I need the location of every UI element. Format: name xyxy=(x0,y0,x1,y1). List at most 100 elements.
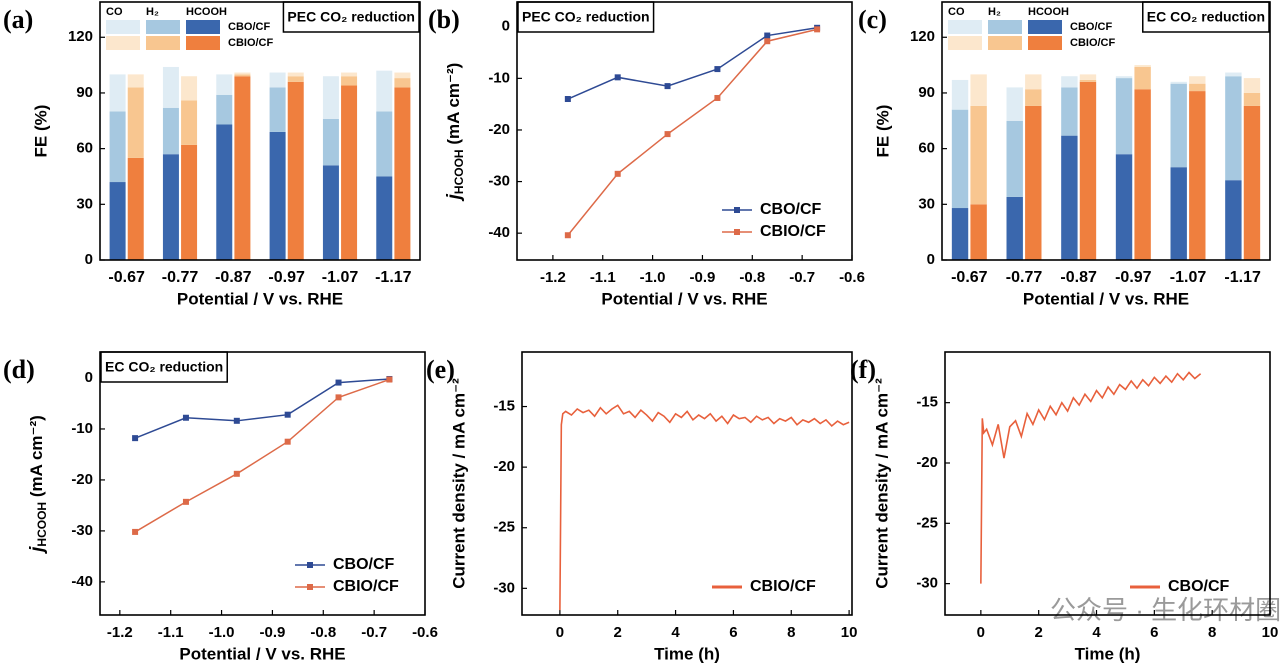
legend-label: H₂ xyxy=(988,6,1001,18)
y-label-subscript: HCOOH xyxy=(35,502,49,547)
bar-segment xyxy=(376,111,393,177)
y-label-unit: (mA cm⁻²) xyxy=(444,63,463,150)
x-tick-label: -1.1 xyxy=(158,624,184,641)
y-axis-label: FE (%) xyxy=(31,105,50,158)
y-tick-label: -30 xyxy=(493,579,515,596)
x-tick-label: 4 xyxy=(1092,624,1101,641)
y-tick-label: 0 xyxy=(927,251,935,268)
data-point xyxy=(182,414,189,421)
bar-segment xyxy=(951,109,969,209)
legend-swatch xyxy=(106,36,140,50)
x-tick-label: -0.67 xyxy=(951,269,988,286)
y-axis-label: jHCOOH (mA cm⁻²) xyxy=(444,63,466,203)
bar-segment xyxy=(1079,74,1097,80)
x-tick-label: -1.0 xyxy=(209,624,235,641)
data-point xyxy=(386,376,393,383)
bar-segment xyxy=(1061,87,1078,136)
data-point xyxy=(132,528,139,535)
bar-segment xyxy=(269,131,286,260)
legend-marker xyxy=(734,207,740,213)
y-tick-label: -30 xyxy=(488,173,510,190)
title-box xyxy=(100,351,228,383)
plot-frame xyxy=(521,351,853,616)
legend-swatch xyxy=(948,36,982,50)
legend-label: CBO/CF xyxy=(228,21,270,33)
legend-label: CBIO/CF xyxy=(750,578,816,595)
legend-label: CBO/CF xyxy=(1168,578,1230,595)
bar-segment xyxy=(1006,196,1023,260)
title-box xyxy=(517,1,655,33)
bar-segment xyxy=(1006,120,1023,197)
bar-segment xyxy=(181,100,198,145)
watermark: 公众号 · 生化环材圈 xyxy=(1050,595,1280,625)
legend-swatch xyxy=(1028,20,1062,34)
y-tick-label: -40 xyxy=(71,573,93,590)
y-tick-label: 90 xyxy=(76,84,93,101)
bar-segment xyxy=(322,118,339,166)
bar-segment xyxy=(322,76,339,119)
bar-segment xyxy=(269,72,286,88)
data-point xyxy=(564,232,571,239)
bar-segment xyxy=(1225,180,1242,260)
x-tick-label: -1.07 xyxy=(1170,269,1207,286)
x-axis-label: Time (h) xyxy=(654,644,720,663)
x-tick-label: -1.07 xyxy=(322,269,359,286)
legend-label: HCOOH xyxy=(1028,6,1069,18)
bar-segment xyxy=(1025,89,1042,106)
data-point xyxy=(182,498,189,505)
data-point xyxy=(764,38,771,45)
x-tick-label: 2 xyxy=(1035,624,1043,641)
panel-label: (b) xyxy=(428,5,460,34)
bar-segment xyxy=(1189,91,1206,260)
x-tick-label: -1.0 xyxy=(640,269,666,286)
bar-segment xyxy=(216,74,233,95)
panel-title: EC CO₂ reduction xyxy=(1147,9,1265,25)
legend-label: CO xyxy=(106,6,123,18)
x-tick-label: -1.2 xyxy=(107,624,133,641)
legend-swatch xyxy=(146,20,180,34)
y-label-symbol: j xyxy=(444,193,465,202)
x-tick-label: -0.8 xyxy=(310,624,336,641)
x-axis-label: Potential / V vs. RHE xyxy=(177,289,343,308)
legend-swatch xyxy=(988,20,1022,34)
bar-segment xyxy=(1170,167,1187,260)
x-tick-label: -0.77 xyxy=(162,269,199,286)
legend-label: CO xyxy=(948,6,965,18)
bar-segment xyxy=(127,157,144,260)
bar-segment xyxy=(970,74,987,106)
bar-segment xyxy=(109,182,126,260)
x-tick-label: 6 xyxy=(729,624,737,641)
x-tick-label: 10 xyxy=(1262,624,1279,641)
data-point xyxy=(614,74,621,81)
bar-segment xyxy=(181,76,198,101)
y-tick-label: 90 xyxy=(918,84,935,101)
data-point xyxy=(764,32,771,39)
y-tick-label: 30 xyxy=(918,195,935,212)
bar-segment xyxy=(1243,78,1261,93)
y-tick-label: 60 xyxy=(76,140,93,157)
x-tick-label: -1.1 xyxy=(590,269,616,286)
bar-segment xyxy=(376,70,393,112)
bar-segment xyxy=(1134,65,1151,67)
bar-segment xyxy=(1170,81,1187,84)
y-tick-label: -10 xyxy=(71,420,93,437)
bar-segment xyxy=(287,81,304,260)
bar-segment xyxy=(394,78,411,88)
legend-marker xyxy=(307,584,313,590)
y-tick-label: 60 xyxy=(918,140,935,157)
bar-segment xyxy=(1134,89,1151,260)
legend-swatch xyxy=(146,36,180,50)
panel-label: (a) xyxy=(3,5,33,34)
data-point xyxy=(564,96,571,103)
bar-segment xyxy=(1079,79,1097,82)
legend-label: CBIO/CF xyxy=(1070,37,1116,49)
bar-segment xyxy=(127,87,144,158)
data-line xyxy=(134,378,390,533)
y-tick-label: -20 xyxy=(488,121,510,138)
x-tick-label: -0.6 xyxy=(412,624,438,641)
legend-label: CBIO/CF xyxy=(333,578,399,595)
x-tick-label: -0.87 xyxy=(215,269,252,286)
y-axis-label: jHCOOH (mA cm⁻²) xyxy=(27,415,49,555)
legend-label: CBO/CF xyxy=(760,201,822,218)
bar-segment xyxy=(287,72,304,77)
